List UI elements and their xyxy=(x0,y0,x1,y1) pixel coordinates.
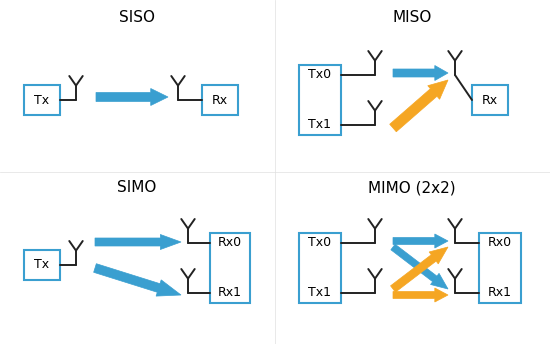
Bar xyxy=(24,85,60,115)
Polygon shape xyxy=(390,80,448,132)
Text: Rx: Rx xyxy=(482,94,498,107)
Bar xyxy=(479,233,521,303)
Polygon shape xyxy=(95,235,181,249)
Bar xyxy=(24,250,60,280)
Text: Rx0: Rx0 xyxy=(488,237,512,249)
Text: Rx1: Rx1 xyxy=(488,287,512,300)
Text: Rx0: Rx0 xyxy=(218,237,242,249)
Polygon shape xyxy=(393,288,448,302)
Polygon shape xyxy=(96,88,168,106)
Polygon shape xyxy=(94,264,181,296)
Text: Rx1: Rx1 xyxy=(218,287,242,300)
Text: MIMO (2x2): MIMO (2x2) xyxy=(368,181,456,195)
Bar xyxy=(202,85,238,115)
Text: Rx: Rx xyxy=(212,94,228,107)
Bar xyxy=(210,233,250,303)
Polygon shape xyxy=(390,247,448,292)
Bar xyxy=(299,65,341,135)
Polygon shape xyxy=(391,244,448,289)
Polygon shape xyxy=(393,65,448,80)
Polygon shape xyxy=(393,234,448,248)
Bar xyxy=(299,233,341,303)
Bar xyxy=(472,85,508,115)
Text: Tx1: Tx1 xyxy=(309,118,332,131)
Text: Tx: Tx xyxy=(35,94,50,107)
Text: MISO: MISO xyxy=(392,11,432,25)
Text: Tx: Tx xyxy=(35,258,50,271)
Text: Tx0: Tx0 xyxy=(309,237,332,249)
Text: Tx1: Tx1 xyxy=(309,287,332,300)
Text: SISO: SISO xyxy=(119,11,155,25)
Text: Tx0: Tx0 xyxy=(309,68,332,82)
Text: SIMO: SIMO xyxy=(117,181,157,195)
